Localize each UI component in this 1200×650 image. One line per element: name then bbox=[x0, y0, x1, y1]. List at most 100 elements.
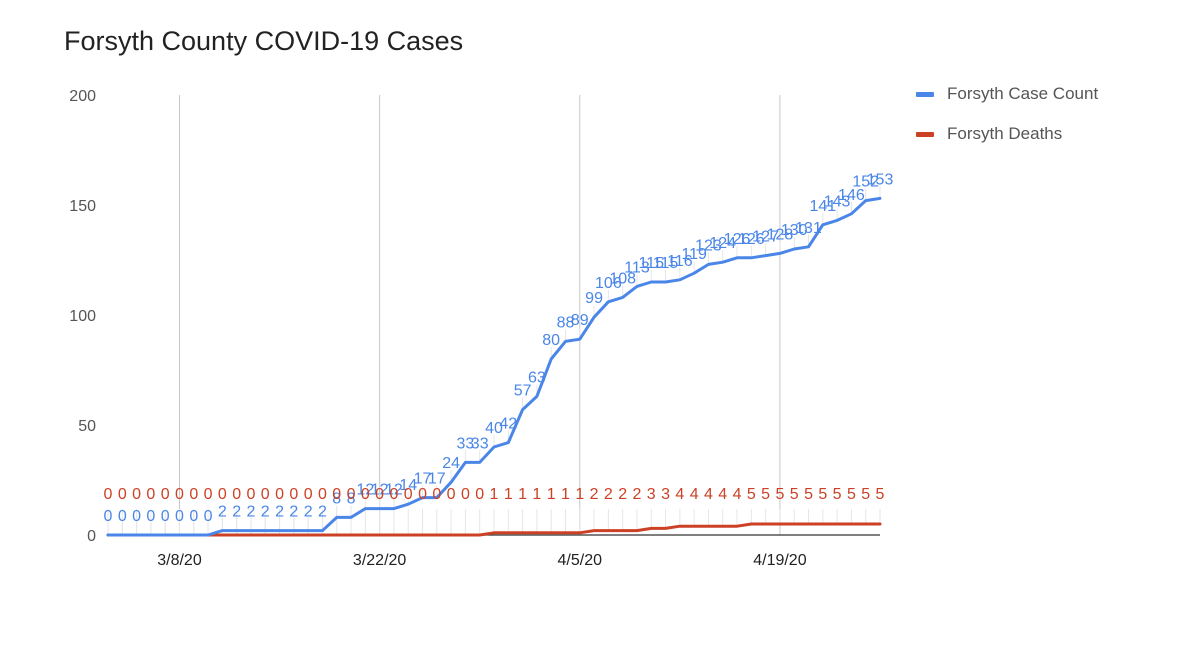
data-point-case-count bbox=[292, 529, 295, 532]
data-point-case-count bbox=[392, 507, 395, 510]
data-label-deaths: 2 bbox=[633, 486, 642, 503]
data-point-deaths bbox=[450, 534, 453, 537]
data-point-case-count bbox=[593, 316, 596, 319]
data-label-case-count: 14 bbox=[399, 477, 417, 494]
data-label-deaths: 5 bbox=[833, 486, 842, 503]
data-point-deaths bbox=[707, 525, 710, 528]
data-label-deaths: 0 bbox=[118, 486, 127, 503]
data-point-deaths bbox=[578, 531, 581, 534]
data-label-deaths: 0 bbox=[247, 486, 256, 503]
data-label-case-count: 2 bbox=[304, 504, 313, 521]
data-label-deaths: 2 bbox=[618, 486, 627, 503]
data-point-deaths bbox=[593, 529, 596, 532]
data-label-deaths: 0 bbox=[389, 486, 398, 503]
data-point-deaths bbox=[607, 529, 610, 532]
data-point-case-count bbox=[249, 529, 252, 532]
data-label-deaths: 0 bbox=[418, 486, 427, 503]
legend-item-deaths: Forsyth Deaths bbox=[916, 122, 1062, 146]
data-label-case-count: 2 bbox=[261, 504, 270, 521]
data-point-deaths bbox=[178, 534, 181, 537]
data-point-case-count bbox=[678, 278, 681, 281]
data-point-deaths bbox=[650, 527, 653, 530]
data-label-case-count: 106 bbox=[595, 275, 622, 292]
data-label-case-count: 123 bbox=[695, 237, 722, 254]
data-label-case-count: 0 bbox=[204, 508, 213, 525]
data-label-case-count: 2 bbox=[289, 504, 298, 521]
data-label-case-count: 2 bbox=[275, 504, 284, 521]
data-label-deaths: 0 bbox=[289, 486, 298, 503]
data-point-case-count bbox=[464, 461, 467, 464]
data-label-case-count: 24 bbox=[442, 455, 460, 472]
data-label-deaths: 1 bbox=[532, 486, 541, 503]
data-point-deaths bbox=[836, 523, 839, 526]
data-label-case-count: 115 bbox=[653, 255, 679, 272]
data-label-deaths: 0 bbox=[318, 486, 327, 503]
data-label-deaths: 5 bbox=[876, 486, 885, 503]
data-label-case-count: 2 bbox=[318, 504, 327, 521]
data-point-case-count bbox=[278, 529, 281, 532]
data-label-case-count: 146 bbox=[838, 187, 865, 204]
data-point-case-count bbox=[550, 358, 553, 361]
data-point-case-count bbox=[450, 481, 453, 484]
x-tick-label: 4/19/20 bbox=[753, 552, 806, 569]
data-label-deaths: 0 bbox=[347, 486, 356, 503]
data-label-deaths: 3 bbox=[661, 486, 670, 503]
data-point-deaths bbox=[864, 523, 867, 526]
data-point-deaths bbox=[249, 534, 252, 537]
y-tick-label: 200 bbox=[69, 88, 96, 105]
data-point-deaths bbox=[335, 534, 338, 537]
data-label-case-count: 108 bbox=[609, 270, 636, 287]
data-label-deaths: 5 bbox=[861, 486, 870, 503]
data-label-case-count: 33 bbox=[457, 435, 475, 452]
data-label-deaths: 0 bbox=[218, 486, 227, 503]
data-point-deaths bbox=[778, 523, 781, 526]
data-label-case-count: 80 bbox=[542, 332, 560, 349]
data-point-case-count bbox=[879, 197, 882, 200]
data-point-case-count bbox=[836, 219, 839, 222]
data-label-case-count: 0 bbox=[189, 508, 198, 525]
data-point-case-count bbox=[521, 408, 524, 411]
data-point-deaths bbox=[850, 523, 853, 526]
data-point-case-count bbox=[607, 300, 610, 303]
data-label-deaths: 5 bbox=[761, 486, 770, 503]
data-point-case-count bbox=[221, 529, 224, 532]
data-point-deaths bbox=[107, 534, 110, 537]
data-label-deaths: 5 bbox=[790, 486, 799, 503]
data-label-deaths: 3 bbox=[647, 486, 656, 503]
data-label-case-count: 17 bbox=[428, 471, 446, 488]
data-point-deaths bbox=[278, 534, 281, 537]
data-label-case-count: 124 bbox=[709, 235, 736, 252]
data-label-case-count: 152 bbox=[852, 174, 879, 191]
data-label-deaths: 0 bbox=[375, 486, 384, 503]
data-point-case-count bbox=[350, 516, 353, 519]
data-point-deaths bbox=[793, 523, 796, 526]
data-label-deaths: 0 bbox=[461, 486, 470, 503]
legend-item-case-count: Forsyth Case Count bbox=[916, 82, 1098, 106]
data-point-case-count bbox=[564, 340, 567, 343]
data-point-deaths bbox=[550, 531, 553, 534]
data-label-case-count: 116 bbox=[667, 253, 693, 270]
data-label-case-count: 8 bbox=[347, 490, 356, 507]
data-point-case-count bbox=[478, 461, 481, 464]
data-point-case-count bbox=[721, 261, 724, 264]
data-point-deaths bbox=[507, 531, 510, 534]
data-label-case-count: 143 bbox=[824, 193, 851, 210]
data-label-deaths: 1 bbox=[547, 486, 556, 503]
data-point-case-count bbox=[707, 263, 710, 266]
legend-swatch-deaths bbox=[916, 131, 934, 137]
data-label-deaths: 0 bbox=[332, 486, 341, 503]
data-label-case-count: 88 bbox=[557, 314, 575, 331]
data-label-case-count: 2 bbox=[247, 504, 256, 521]
data-label-deaths: 4 bbox=[733, 486, 742, 503]
data-label-case-count: 153 bbox=[867, 171, 894, 188]
data-point-deaths bbox=[807, 523, 810, 526]
y-tick-label: 100 bbox=[69, 308, 96, 325]
data-label-case-count: 63 bbox=[528, 369, 546, 386]
data-label-case-count: 119 bbox=[681, 246, 707, 263]
data-point-deaths bbox=[435, 534, 438, 537]
data-point-case-count bbox=[793, 248, 796, 251]
data-point-deaths bbox=[521, 531, 524, 534]
data-label-deaths: 4 bbox=[690, 486, 699, 503]
data-point-deaths bbox=[135, 534, 138, 537]
x-tick-label: 3/22/20 bbox=[353, 552, 406, 569]
